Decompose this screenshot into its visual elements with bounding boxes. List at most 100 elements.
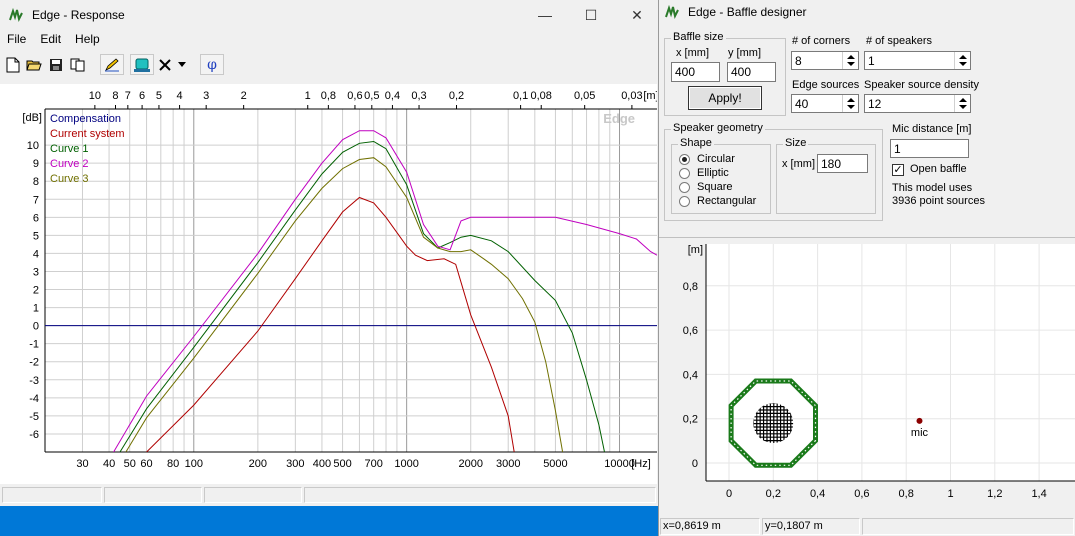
y-tick-label: 1 — [33, 303, 39, 315]
x-tick-label: 200 — [249, 458, 267, 470]
response-window-title: Edge - Response — [32, 8, 125, 22]
mic-marker[interactable] — [916, 417, 923, 424]
top-tick-label: 0,1 — [513, 90, 528, 102]
baffle-titlebar[interactable]: Edge - Baffle designer — [659, 0, 1075, 24]
menu-edit[interactable]: Edit — [40, 32, 62, 46]
y-tick-label: 8 — [33, 176, 39, 188]
baffle-chart: [m] 0,8 0,6 0,4 0,2 0 0 0,2 0,4 0,6 0,8 1 1,2 1,4 mic — [683, 244, 1075, 500]
shape-rectangular-label[interactable]: Rectangular — [697, 195, 757, 207]
pencil-icon[interactable] — [100, 54, 124, 75]
baffle-x-tick: 0,4 — [810, 488, 825, 500]
source-density-spin-arrows[interactable] — [954, 95, 970, 112]
phase-icon[interactable]: φ — [200, 54, 224, 75]
speakers-spin-arrows[interactable] — [954, 52, 970, 69]
top-tick-label: 1 — [305, 90, 311, 102]
baffle-y-tick: 0,8 — [683, 281, 698, 293]
baffle-x-tick: 0,6 — [854, 488, 869, 500]
edge-sources-spinner[interactable]: 40 — [791, 94, 859, 113]
top-tick-label: 0,3 — [411, 90, 426, 102]
copy-icon[interactable] — [68, 54, 88, 75]
minimize-button[interactable]: — — [538, 7, 552, 23]
spin-up-icon[interactable] — [847, 98, 855, 102]
taskbar — [0, 506, 658, 536]
menu-file[interactable]: File — [7, 32, 27, 46]
shape-rectangular-radio[interactable] — [679, 196, 690, 207]
top-tick-label: 0,6 — [347, 90, 362, 102]
source-density-label: Speaker source density — [864, 79, 979, 91]
open-baffle-checkbox[interactable]: ✓ — [892, 164, 904, 176]
top-tick-label: 0,05 — [574, 90, 595, 102]
shape-circular-radio[interactable] — [679, 154, 690, 165]
open-baffle-label[interactable]: Open baffle — [910, 163, 967, 175]
speaker-geometry-label: Speaker geometry — [671, 122, 765, 134]
edge-app-icon — [8, 7, 24, 23]
shape-square-radio[interactable] — [679, 182, 690, 193]
mic-distance-input[interactable]: 1 — [890, 139, 969, 158]
speakers-spinner[interactable]: 1 — [864, 51, 971, 70]
top-tick-label: 0,03 — [621, 90, 642, 102]
status-panel-3 — [204, 487, 302, 503]
spin-up-icon[interactable] — [959, 98, 967, 102]
y-tick-label: -3 — [29, 375, 39, 387]
top-tick-label: 0,2 — [449, 90, 464, 102]
spin-down-icon[interactable] — [959, 105, 967, 109]
shape-circular-label[interactable]: Circular — [697, 153, 735, 165]
x-tick-label: 10000 — [604, 458, 635, 470]
save-icon[interactable] — [46, 54, 66, 75]
edge-sources-spin-arrows[interactable] — [842, 95, 858, 112]
dropdown-icon[interactable] — [176, 54, 188, 75]
baffle-x-tick: 1,2 — [987, 488, 1002, 500]
baffle-x-tick: 0 — [726, 488, 732, 500]
shape-elliptic-radio[interactable] — [679, 168, 690, 179]
baffle-window-title: Edge - Baffle designer — [688, 5, 807, 19]
baffle-y-tick: 0 — [692, 458, 698, 470]
x-tick-label: 100 — [185, 458, 203, 470]
top-tick-label: 7 — [125, 90, 131, 102]
corners-spin-arrows[interactable] — [842, 52, 858, 69]
new-file-icon[interactable] — [3, 54, 23, 75]
speaker-icon[interactable] — [130, 54, 154, 75]
shape-square-label[interactable]: Square — [697, 181, 733, 193]
baffle-x-tick: 0,8 — [899, 488, 914, 500]
shape-elliptic-label[interactable]: Elliptic — [697, 167, 729, 179]
legend-entry: Current system — [50, 128, 125, 140]
spin-up-icon[interactable] — [959, 55, 967, 59]
response-plot[interactable]: 10 9 8 7 6 5 4 3 2 1 0 -1 -2 -3 -4 -5 -6 30 40 50 60 80 100 200… — [0, 84, 658, 484]
baffle-size-group: Baffle size — [664, 31, 786, 116]
baffle-x-input[interactable]: 400 — [671, 62, 720, 82]
y-tick-label: -4 — [29, 393, 39, 405]
x-tick-label: 80 — [167, 458, 179, 470]
baffle-y-tick: 0,6 — [683, 325, 698, 337]
spin-down-icon[interactable] — [959, 62, 967, 66]
source-density-spinner[interactable]: 12 — [864, 94, 971, 113]
top-tick-label: 10 — [89, 90, 101, 102]
top-tick-label: 3 — [203, 90, 209, 102]
top-tick-label: 0,08 — [531, 90, 552, 102]
x-tick-label: 500 — [333, 458, 351, 470]
speaker-sources — [753, 403, 794, 444]
baffle-plot[interactable]: [m] 0,8 0,6 0,4 0,2 0 0 0,2 0,4 0,6 0,8 1 1,2 1,4 mic — [659, 237, 1075, 517]
delete-icon[interactable] — [155, 54, 175, 75]
maximize-button[interactable]: ☐ — [584, 6, 598, 23]
status-panel-2 — [104, 487, 202, 503]
open-folder-icon[interactable] — [24, 54, 44, 75]
y-tick-label: 4 — [33, 248, 39, 260]
baffle-y-input[interactable]: 400 — [727, 62, 776, 82]
baffle-designer-window: Edge - Baffle designer Baffle size x [mm… — [658, 0, 1075, 536]
y-tick-label: 5 — [33, 230, 39, 242]
response-titlebar[interactable]: Edge - Response — [0, 0, 658, 30]
spin-down-icon[interactable] — [847, 105, 855, 109]
close-button[interactable]: ✕ — [631, 6, 643, 23]
apply-button[interactable]: Apply! — [688, 86, 762, 110]
size-x-input[interactable]: 180 — [817, 154, 868, 173]
spin-up-icon[interactable] — [847, 55, 855, 59]
series-line-3 — [113, 130, 657, 452]
baffle-y-tick: 0,4 — [683, 369, 698, 381]
corners-spinner[interactable]: 8 — [791, 51, 859, 70]
size-x-label: x [mm] — [782, 158, 815, 170]
y-tick-label: 6 — [33, 212, 39, 224]
edge-sources-label: Edge sources — [792, 79, 860, 91]
menu-help[interactable]: Help — [75, 32, 100, 46]
spin-down-icon[interactable] — [847, 62, 855, 66]
edge-app-icon — [664, 4, 680, 20]
